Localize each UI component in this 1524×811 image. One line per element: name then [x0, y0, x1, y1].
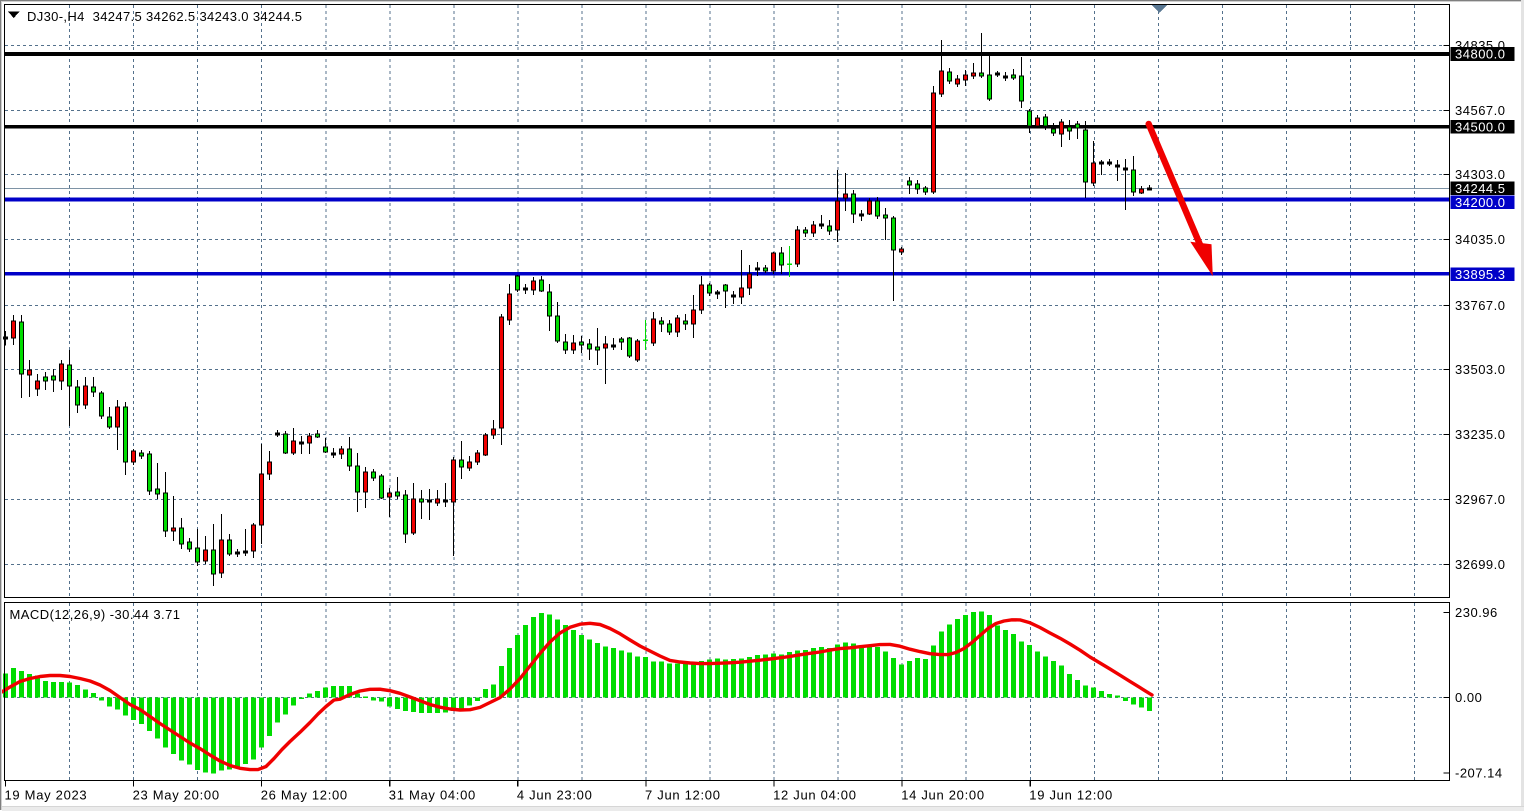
- svg-text:14 Jun 20:00: 14 Jun 20:00: [901, 788, 985, 803]
- svg-text:32699.0: 32699.0: [1455, 557, 1506, 572]
- svg-text:33503.0: 33503.0: [1455, 362, 1506, 377]
- svg-text:33895.3: 33895.3: [1455, 267, 1506, 282]
- svg-text:33235.0: 33235.0: [1455, 427, 1506, 442]
- svg-text:230.96: 230.96: [1455, 605, 1498, 620]
- svg-text:MACD(12,26,9) -30.44 3.71: MACD(12,26,9) -30.44 3.71: [10, 607, 181, 622]
- svg-text:32967.0: 32967.0: [1455, 492, 1506, 507]
- svg-text:26 May 12:00: 26 May 12:00: [261, 788, 348, 803]
- svg-text:DJ30-,H4 34247.5 34262.5 3424: DJ30-,H4 34247.5 34262.5 34243.0 34244.5: [27, 9, 302, 24]
- svg-text:0.00: 0.00: [1455, 690, 1482, 705]
- svg-text:-207.14: -207.14: [1455, 766, 1503, 781]
- svg-text:34500.0: 34500.0: [1455, 120, 1506, 135]
- svg-text:23 May 20:00: 23 May 20:00: [133, 788, 220, 803]
- svg-text:34303.0: 34303.0: [1455, 167, 1506, 182]
- svg-text:19 May 2023: 19 May 2023: [5, 788, 88, 803]
- svg-text:34244.5: 34244.5: [1455, 181, 1506, 196]
- svg-text:31 May 04:00: 31 May 04:00: [389, 788, 476, 803]
- svg-text:4 Jun 23:00: 4 Jun 23:00: [517, 788, 593, 803]
- svg-text:19 Jun 12:00: 19 Jun 12:00: [1029, 788, 1113, 803]
- svg-text:34800.0: 34800.0: [1455, 47, 1506, 62]
- svg-text:34200.0: 34200.0: [1455, 195, 1506, 210]
- svg-text:34035.0: 34035.0: [1455, 232, 1506, 247]
- svg-text:33767.0: 33767.0: [1455, 298, 1506, 313]
- svg-text:7 Jun 12:00: 7 Jun 12:00: [645, 788, 721, 803]
- svg-text:34567.0: 34567.0: [1455, 103, 1506, 118]
- svg-text:12 Jun 04:00: 12 Jun 04:00: [773, 788, 857, 803]
